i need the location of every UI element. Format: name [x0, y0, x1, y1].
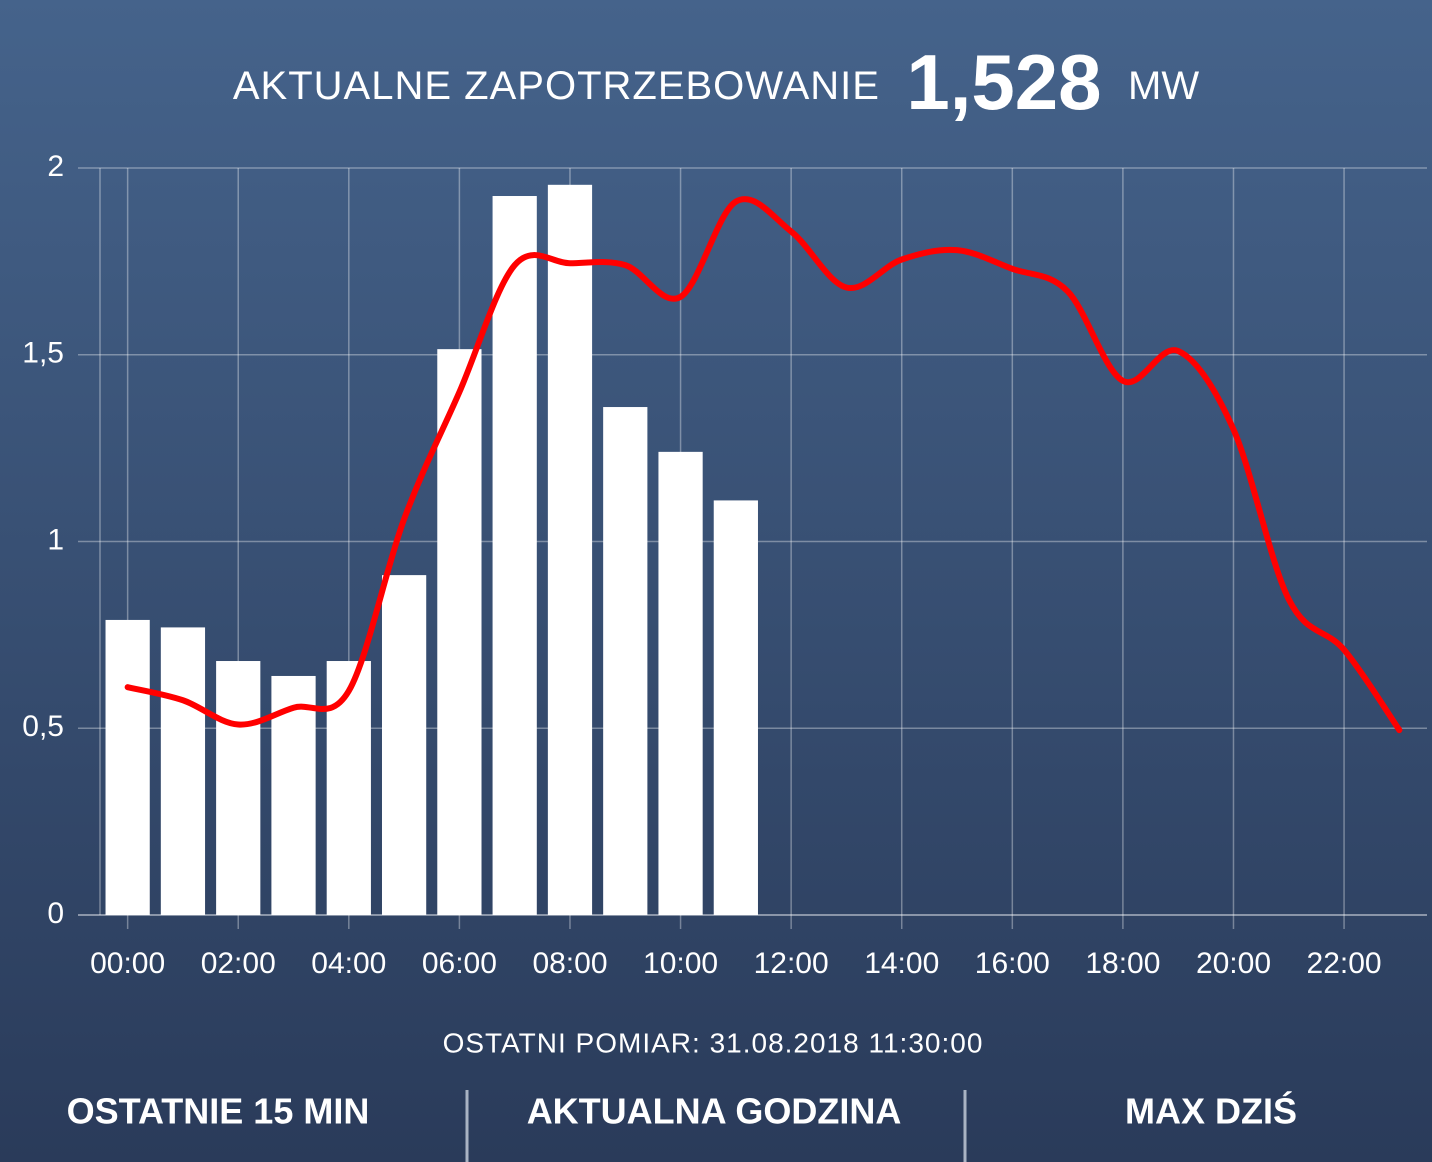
bar	[713, 500, 758, 915]
x-tick-label: 06:00	[422, 947, 497, 980]
bar	[603, 407, 648, 915]
header-value: 1,528	[906, 38, 1101, 126]
bar	[381, 575, 427, 915]
x-tick-label: 00:00	[90, 947, 165, 980]
x-tick-label: 16:00	[975, 947, 1050, 980]
x-tick-label: 14:00	[864, 947, 939, 980]
header-title: AKTUALNE ZAPOTRZEBOWANIE	[233, 64, 880, 108]
plot: 0 0,5 1 1,5 2 00:00 02:00 04:00 06:00 08:00 10:00 1…	[22, 150, 1427, 980]
bar	[105, 619, 150, 915]
y-tick-label: 0	[47, 897, 64, 930]
y-tick-label: 1,5	[22, 337, 64, 370]
x-tick-label: 08:00	[532, 947, 607, 980]
y-tick-label: 1	[47, 523, 64, 556]
bar	[437, 349, 482, 916]
x-tick-label: 20:00	[1196, 947, 1271, 980]
x-tick-label: 02:00	[201, 947, 276, 980]
line	[124, 196, 1403, 734]
y-tick-label: 0,5	[22, 710, 64, 743]
x-tick-label: 12:00	[754, 947, 829, 980]
x-tick-label: 18:00	[1085, 947, 1160, 980]
bar	[492, 196, 537, 915]
bar	[160, 627, 206, 915]
bar	[326, 661, 371, 915]
bar	[547, 184, 593, 915]
header-unit: MW	[1128, 64, 1199, 108]
button[interactable]: MAX DZIŚ	[1125, 1090, 1297, 1132]
x-tick-label: 04:00	[311, 947, 386, 980]
bar	[216, 661, 261, 915]
x-tick-label: 10:00	[643, 947, 718, 980]
bar	[658, 451, 703, 915]
last-measurement: OSTATNI POMIAR: 31.08.2018 11:30:00	[443, 1027, 984, 1058]
x-tick-label: 22:00	[1307, 947, 1382, 980]
button[interactable]: OSTATNIE 15 MIN	[67, 1091, 370, 1132]
button[interactable]: AKTUALNA GODZINA	[527, 1091, 902, 1132]
y-tick-label: 2	[47, 150, 64, 183]
header: AKTUALNE ZAPOTRZEBOWANIE 1,528 MW	[233, 38, 1199, 126]
